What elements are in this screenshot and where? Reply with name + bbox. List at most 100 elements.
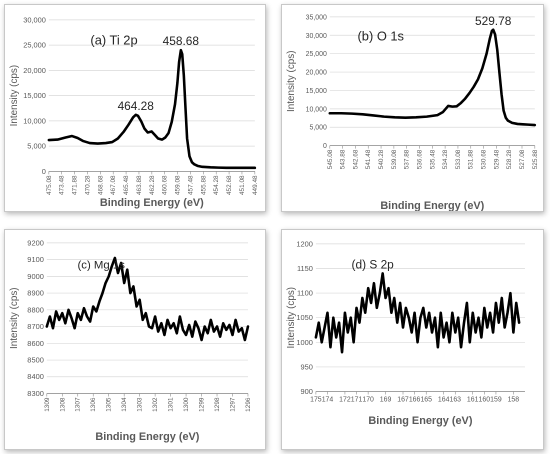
x-tick-label: 161 [467,396,479,403]
y-tick-label: 30,000 [23,15,46,24]
x-tick-label: 160 [479,396,491,403]
y-axis-title: Intensity (cps) [286,50,297,112]
y-tick-label: 20,000 [306,70,327,77]
x-tick-label: 542.68 [352,149,359,169]
y-tick-label: 1200 [296,239,313,248]
x-tick-label: 170 [362,396,374,403]
spectrum-line [45,256,250,342]
y-tick-label: 8600 [27,339,44,348]
y-tick-label: 8400 [27,372,44,381]
x-tick-label: 451.08 [239,175,246,195]
y-tick-label: 15,000 [306,88,327,95]
spectrum-line [314,272,521,354]
y-axis-title: Intensity (cps) [9,65,20,127]
x-tick-label: 468.68 [97,175,104,195]
y-tick-label: 8500 [27,356,44,365]
x-tick-label: 536.68 [416,149,423,169]
x-tick-label: 167 [397,396,409,403]
ti-2p-chart: 0 5,000 10,000 15,000 20,000 25,000 30,000 475.… [9,15,259,209]
x-tick-label: 165 [420,396,432,403]
x-tick-label: 1309 [44,397,51,412]
x-axis-title: Binding Energy (eV) [368,415,472,427]
x-tick-label: 1296 [245,397,252,412]
x-tick-label: 460.68 [162,175,169,195]
x-tick-label: 171 [351,396,363,403]
y-tick-label: 9000 [27,272,44,281]
x-tick-label: 449.48 [252,175,259,195]
x-tick-label: 541.48 [365,149,372,169]
y-tick-label: 8700 [27,322,44,331]
y-tick-label: 8800 [27,305,44,314]
x-tick-label: 1305 [106,397,113,412]
y-tick-label: 10,000 [23,116,46,125]
x-tick-label: 452.68 [226,175,233,195]
x-tick-label: 459.08 [175,175,182,195]
y-tick-label: 25,000 [23,41,46,50]
peak-annotation: 464.28 [118,99,155,113]
y-tick-label: 5,000 [27,142,46,151]
peak-annotation: 529.78 [475,14,512,28]
x-tick-label: 1298 [214,397,221,412]
y-tick-label: 10,000 [306,106,327,113]
x-tick-label: 463.88 [136,175,143,195]
x-tick-label: 531.88 [468,149,475,169]
x-tick-label: 473.48 [59,175,66,195]
x-tick-label: 158 [508,396,520,403]
y-tick-label: 950 [301,362,313,371]
mg-1s-chart-panel: 8300 8400 8500 8600 8700 8800 8900 9000 9100 9200… [4,229,266,450]
panel-label: (d) S 2p [352,258,395,272]
x-tick-label: 169 [380,396,392,403]
y-tick-label: 15,000 [23,91,46,100]
s-2p-chart-panel: 900 950 1000 1050 1100 1150 1200 175 174 172 171 17… [281,229,544,450]
y-tick-label: 8300 [27,389,44,398]
x-tick-label: 525.88 [532,149,539,169]
x-tick-label: 1304 [121,397,128,412]
x-tick-label: 1307 [75,397,82,412]
x-tick-label: 1308 [59,397,66,412]
x-tick-label: 470.28 [84,175,91,195]
x-axis-title: Binding Energy (eV) [95,431,199,443]
x-tick-label: 1302 [152,397,159,412]
y-tick-label: 5,000 [310,125,327,132]
o-1s-chart-panel: 0 5,000 10,000 15,000 20,000 25,000 30,000 35,0… [281,4,544,212]
x-tick-label: 529.48 [493,149,500,169]
mg-1s-chart: 8300 8400 8500 8600 8700 8800 8900 9000 9100 9200… [9,238,252,443]
y-tick-label: 9100 [27,255,44,264]
y-tick-label: 9200 [27,238,44,247]
y-tick-label: 1000 [296,338,313,347]
x-tick-label: 1299 [199,397,206,412]
x-tick-label: 455.88 [200,175,207,195]
y-tick-label: 1050 [296,313,313,322]
y-tick-label: 35,000 [306,14,327,21]
x-tick-label: 1306 [90,397,97,412]
panel-label: (b) O 1s [358,29,404,44]
y-tick-label: 1150 [297,264,313,273]
y-tick-label: 0 [323,143,327,150]
s-2p-chart: 900 950 1000 1050 1100 1150 1200 175 174 172 171 17… [286,239,525,427]
x-tick-label: 533.08 [455,149,462,169]
x-tick-label: 1300 [183,397,190,412]
x-tick-label: 534.28 [442,149,449,169]
o-1s-chart: 0 5,000 10,000 15,000 20,000 25,000 30,000 35,0… [286,14,539,211]
x-tick-label: 175 [310,396,322,403]
x-tick-label: 475.08 [46,175,53,195]
y-tick-label: 20,000 [23,66,46,75]
x-tick-label: 527.08 [519,149,526,169]
x-tick-label: 540.28 [378,149,385,169]
y-axis-title: Intensity (cps) [9,287,20,349]
y-tick-label: 30,000 [306,33,327,40]
x-tick-label: 471.88 [72,175,79,195]
x-tick-label: 1297 [229,397,236,412]
x-tick-label: 528.28 [506,149,513,169]
x-tick-label: 530.68 [481,149,488,169]
panel-label: (a) Ti 2p [90,33,137,48]
x-tick-label: 465.48 [123,175,130,195]
x-tick-label: 172 [339,396,351,403]
y-tick-label: 25,000 [306,51,327,58]
y-tick-label: 1100 [297,289,313,298]
x-tick-label: 535.48 [429,149,436,169]
x-tick-label: 454.28 [213,175,220,195]
x-tick-label: 457.48 [187,175,194,195]
y-tick-label: 900 [301,387,313,396]
x-tick-label: 163 [449,396,461,403]
